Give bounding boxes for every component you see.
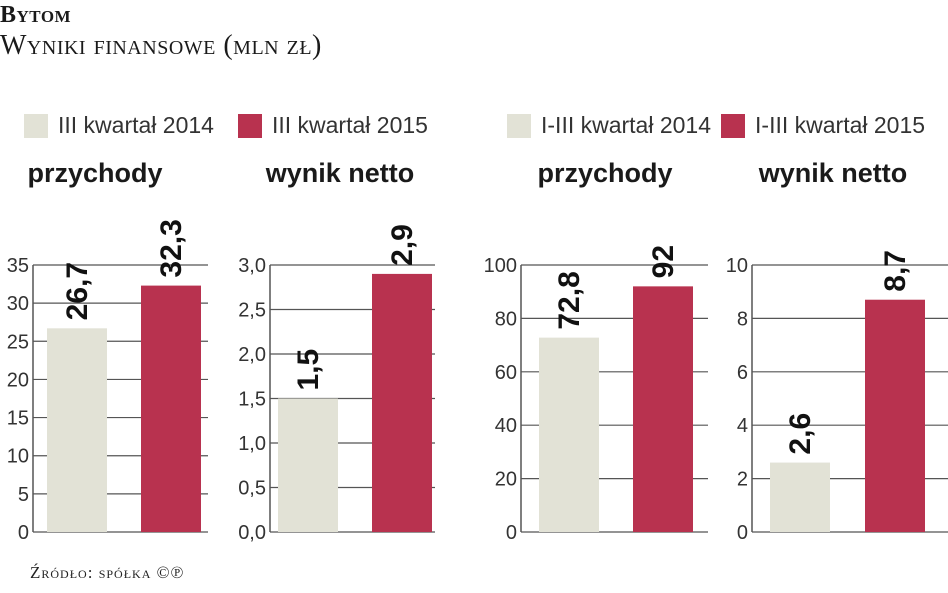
- bar: [47, 328, 107, 532]
- chart-title: Bytom: [0, 2, 72, 28]
- panel-title: przychody: [537, 158, 672, 188]
- source-note: Źródło: spółka ©℗: [30, 563, 185, 582]
- chart-subtitle: Wyniki finansowe (mln zł): [0, 30, 322, 61]
- y-tick-label: 5: [18, 484, 29, 506]
- legend-item: III kwartał 2015: [237, 112, 428, 139]
- y-tick-label: 30: [7, 293, 29, 315]
- y-tick-label: 2,0: [238, 344, 266, 366]
- bar: [865, 299, 925, 532]
- y-tick-label: 10: [7, 446, 29, 468]
- y-tick-label: 0: [18, 522, 29, 544]
- legend-swatch-red: [237, 113, 262, 138]
- bar: [278, 398, 338, 532]
- y-tick-label: 0,5: [238, 478, 266, 500]
- bar: [770, 462, 830, 532]
- y-tick-label: 3,0: [238, 255, 266, 277]
- data-label: 32,3: [155, 219, 188, 277]
- legend-item: I-III kwartał 2014: [507, 112, 711, 139]
- bar: [539, 337, 599, 532]
- panel-title: przychody: [27, 158, 162, 188]
- y-tick-label: 6: [737, 362, 748, 384]
- y-tick-label: 25: [7, 331, 29, 353]
- data-label: 72,8: [553, 271, 586, 329]
- data-label: 26,7: [61, 262, 94, 320]
- legend-label: III kwartał 2015: [271, 112, 428, 138]
- y-tick-label: 20: [495, 469, 517, 491]
- y-tick-label: 1,5: [238, 389, 266, 411]
- bar: [372, 273, 432, 532]
- data-label: 2,9: [386, 224, 419, 266]
- y-tick-label: 100: [484, 255, 517, 277]
- y-tick-label: 15: [7, 408, 29, 430]
- y-tick-label: 40: [495, 415, 517, 437]
- y-tick-label: 2: [737, 469, 748, 491]
- data-label: 2,6: [784, 413, 817, 455]
- legend-label: I-III kwartał 2015: [755, 112, 926, 138]
- legend-swatch-red: [721, 113, 746, 138]
- y-tick-label: 2,5: [238, 300, 266, 322]
- legend-label: III kwartał 2014: [58, 112, 214, 138]
- panel-title: wynik netto: [265, 158, 415, 188]
- data-label: 1,5: [292, 349, 325, 391]
- data-label: 8,7: [879, 250, 912, 292]
- y-tick-label: 0: [506, 522, 517, 544]
- y-tick-label: 60: [495, 362, 517, 384]
- legend-right: I-III kwartał 2014 I-III kwartał 2015: [507, 112, 948, 139]
- data-label: 92: [647, 245, 680, 278]
- legend-item: III kwartał 2014: [24, 112, 214, 139]
- panel-title: wynik netto: [758, 158, 908, 188]
- y-tick-label: 0,0: [238, 522, 266, 544]
- legend-swatch-gray: [24, 113, 48, 138]
- y-tick-label: 0: [737, 522, 748, 544]
- bar: [633, 286, 693, 532]
- y-tick-label: 10: [726, 255, 748, 277]
- y-tick-label: 4: [737, 415, 748, 437]
- legend-left: III kwartał 2014 III kwartał 2015: [24, 112, 452, 139]
- legend-swatch-gray: [507, 113, 531, 138]
- y-tick-label: 35: [7, 255, 29, 277]
- y-tick-label: 8: [737, 308, 748, 330]
- y-tick-label: 1,0: [238, 433, 266, 455]
- legend-item: I-III kwartał 2015: [721, 112, 925, 139]
- y-tick-label: 80: [495, 308, 517, 330]
- y-tick-label: 20: [7, 369, 29, 391]
- bar: [141, 285, 201, 532]
- legend-label: I-III kwartał 2014: [541, 112, 712, 138]
